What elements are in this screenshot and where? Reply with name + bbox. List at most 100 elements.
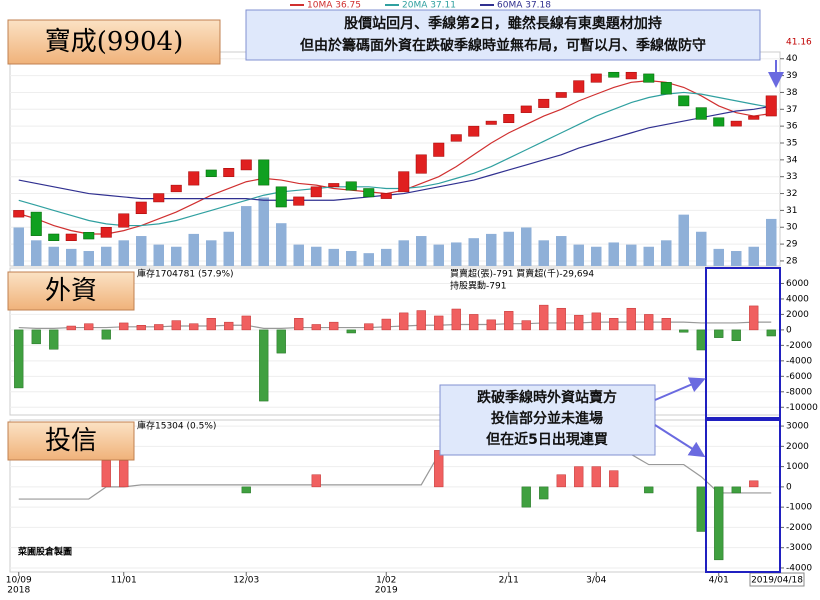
y-tick-label: 0 bbox=[786, 482, 792, 492]
bar bbox=[119, 460, 129, 488]
bar bbox=[154, 324, 164, 331]
candle bbox=[625, 71, 637, 80]
volume-bar bbox=[626, 244, 637, 266]
bar bbox=[451, 308, 461, 331]
candle bbox=[310, 186, 322, 198]
candle bbox=[153, 193, 165, 203]
candle bbox=[485, 120, 497, 125]
y-tick-label: 39 bbox=[786, 71, 798, 81]
volume-bar bbox=[398, 240, 409, 266]
volume-bar bbox=[556, 236, 567, 266]
bar bbox=[609, 318, 619, 331]
bar bbox=[521, 486, 531, 508]
volume-bar bbox=[503, 231, 514, 266]
volume-bar bbox=[346, 251, 357, 266]
volume-bar bbox=[328, 248, 339, 266]
x-tick-label: 3/04 bbox=[586, 576, 606, 586]
bar bbox=[84, 323, 94, 331]
annotation: 但在近5日出現連買 bbox=[485, 431, 609, 448]
candle bbox=[765, 95, 777, 117]
chart-title: 寶成(9904) bbox=[45, 27, 183, 57]
bar bbox=[469, 314, 479, 331]
volume-bar bbox=[468, 238, 479, 266]
bar bbox=[259, 329, 269, 402]
bar bbox=[591, 312, 601, 331]
y-tick-label: -10000 bbox=[786, 403, 818, 413]
annotation-box bbox=[439, 384, 656, 456]
bar bbox=[101, 329, 111, 340]
ma-line bbox=[18, 105, 772, 201]
bar bbox=[49, 329, 59, 350]
candle bbox=[398, 171, 410, 193]
candle bbox=[748, 115, 760, 120]
volume-bar bbox=[451, 242, 462, 266]
volume-bar bbox=[363, 253, 374, 266]
bar bbox=[539, 304, 549, 331]
candle bbox=[450, 134, 462, 142]
title-box bbox=[7, 421, 135, 461]
candle bbox=[520, 105, 532, 113]
candle bbox=[695, 107, 707, 120]
candle bbox=[678, 95, 690, 107]
holding-line bbox=[18, 321, 772, 329]
volume-bar bbox=[521, 227, 532, 266]
y-tick-label: 33 bbox=[786, 172, 797, 182]
bar bbox=[241, 486, 251, 494]
volume-bar bbox=[416, 236, 427, 266]
candle bbox=[188, 171, 200, 186]
candle bbox=[48, 233, 60, 241]
candle bbox=[135, 201, 147, 215]
legend-label: 10MA 36.75 bbox=[307, 1, 361, 11]
bar bbox=[101, 460, 111, 488]
y-tick-label: 2000 bbox=[786, 310, 809, 320]
volume-bar bbox=[258, 197, 269, 266]
annotation-box bbox=[245, 9, 761, 61]
bar bbox=[31, 329, 41, 345]
y-tick-label: 37 bbox=[786, 105, 797, 115]
candle bbox=[730, 120, 742, 127]
panels bbox=[9, 51, 781, 573]
volume-bar bbox=[486, 233, 497, 266]
bar bbox=[311, 324, 321, 331]
bar bbox=[731, 486, 741, 494]
y-tick-label: 35 bbox=[786, 138, 797, 148]
candle bbox=[643, 73, 655, 83]
candle bbox=[30, 211, 42, 236]
legend-label: 20MA 37.11 bbox=[402, 1, 456, 11]
bar bbox=[329, 321, 339, 331]
volume-bar bbox=[101, 246, 112, 266]
candle bbox=[275, 186, 287, 208]
volume-bar bbox=[188, 233, 199, 266]
candle bbox=[468, 125, 480, 137]
bar bbox=[189, 323, 199, 331]
panel-label: 庫存1704781 (57.9%) bbox=[137, 268, 234, 280]
bar bbox=[171, 320, 181, 331]
bar bbox=[766, 329, 776, 337]
volume-bar bbox=[678, 214, 689, 266]
candle bbox=[100, 226, 112, 238]
volume-bar bbox=[223, 231, 234, 266]
bar bbox=[696, 486, 706, 532]
bar bbox=[574, 466, 584, 488]
x-tick-label: 10/09 bbox=[6, 576, 32, 586]
bar bbox=[241, 315, 251, 331]
ma-line bbox=[18, 80, 772, 235]
annotation: 跌破季線時外資站賣方 bbox=[477, 389, 617, 406]
panel-title: 外資 bbox=[45, 276, 97, 306]
bar bbox=[696, 329, 706, 351]
annotation: 投信部分並未進場 bbox=[491, 410, 603, 427]
panel-label: 買賣超(張)-791 買賣超(千)-29,694 bbox=[450, 268, 594, 280]
bar bbox=[136, 325, 146, 331]
candle bbox=[503, 114, 515, 124]
bar bbox=[591, 466, 601, 488]
candle bbox=[415, 154, 427, 174]
volume-bar bbox=[433, 244, 444, 266]
ma-line bbox=[18, 91, 772, 227]
y-tick-label: -2000 bbox=[786, 523, 812, 533]
x-tick-label: 12/03 bbox=[233, 576, 259, 586]
volume-bar bbox=[766, 218, 777, 266]
bar bbox=[311, 474, 321, 488]
highlight-box bbox=[705, 267, 781, 419]
last-price: 41.16 bbox=[786, 38, 812, 48]
arrow bbox=[654, 424, 706, 458]
